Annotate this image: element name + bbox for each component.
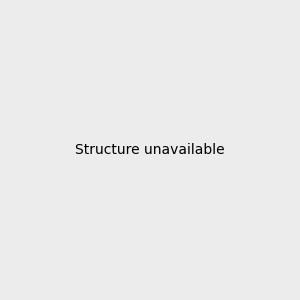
Text: Structure unavailable: Structure unavailable [75, 143, 225, 157]
